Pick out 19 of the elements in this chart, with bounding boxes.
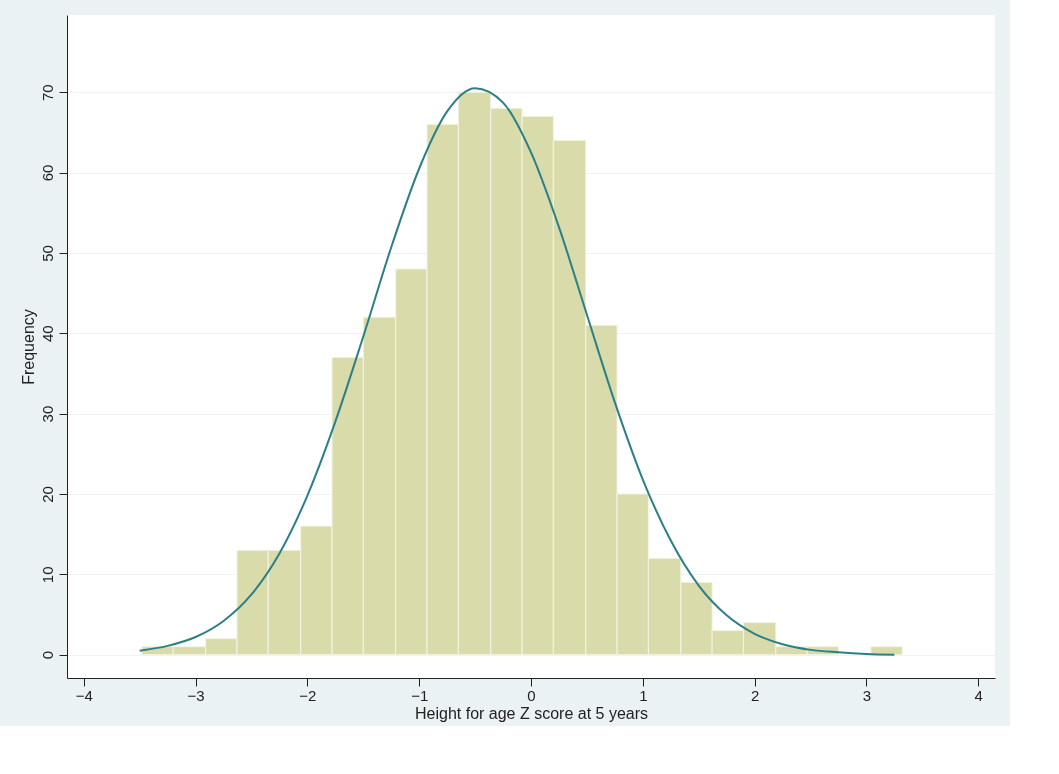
y-tick-label: 0	[38, 651, 56, 660]
x-tick-label: 3	[862, 686, 872, 704]
x-tick-label: −2	[299, 686, 317, 704]
x-axis-title: Height for age Z score at 5 years	[415, 704, 648, 722]
y-tick-label: 60	[38, 164, 56, 182]
y-tick-label: 30	[38, 405, 56, 423]
y-tick-label: 50	[38, 245, 56, 262]
x-tick-label: −1	[411, 686, 429, 704]
y-axis-title: Frequency	[19, 309, 37, 385]
x-tick-label: 1	[639, 686, 648, 704]
x-tick-label: 2	[750, 686, 760, 704]
y-tick-label: 70	[38, 84, 56, 101]
y-tick-label: 10	[38, 566, 56, 584]
x-tick-label: 0	[527, 686, 536, 704]
x-tick-label: 4	[974, 686, 983, 704]
y-tick-label: 40	[38, 325, 56, 343]
x-tick-label: −4	[75, 686, 93, 704]
y-tick-label: 20	[38, 486, 56, 503]
x-tick-label: −3	[187, 686, 205, 704]
